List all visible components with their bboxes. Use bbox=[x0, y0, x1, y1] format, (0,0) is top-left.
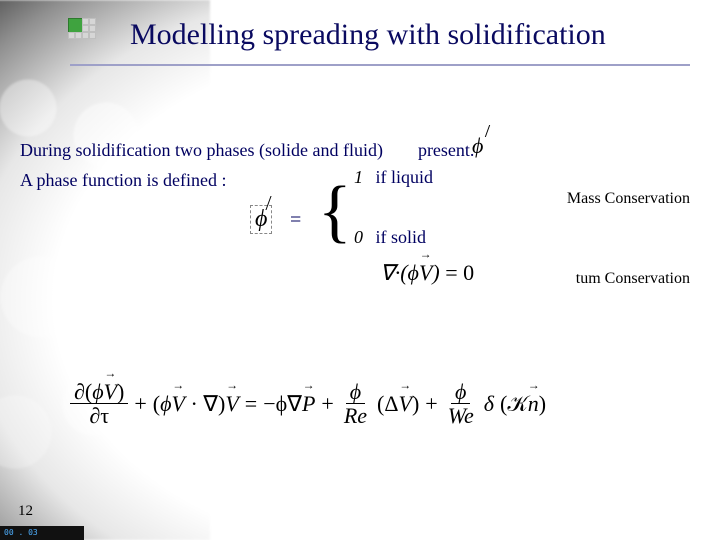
term-surface-coef: ϕ We bbox=[444, 380, 478, 427]
title-rule bbox=[70, 64, 690, 66]
case-solid-label: if solid bbox=[376, 227, 427, 247]
term-viscous-coef: ϕ Re bbox=[340, 380, 371, 427]
plus-1: + bbox=[134, 391, 146, 417]
footer-timestamp-bar: 00 . 03 bbox=[0, 526, 84, 540]
slide-header: Modelling spreading with solidification bbox=[0, 0, 720, 80]
plus-2: + bbox=[321, 391, 333, 417]
body-line-1-post: present. bbox=[418, 140, 474, 160]
phi-symbol-boxed: ϕ bbox=[250, 205, 272, 234]
slide-body: During solidification two phases (solide… bbox=[0, 80, 720, 540]
body-line-1: During solidification two phases (solide… bbox=[20, 140, 474, 161]
equation-momentum: ∂(ϕV) ∂τ + (ϕV · ∇)V = −ϕ∇P + ϕ Re (ΔV bbox=[70, 380, 690, 427]
body-line-2: A phase function is defined : bbox=[20, 170, 226, 191]
case-solid-value: 0 bbox=[354, 227, 363, 247]
page-number: 12 bbox=[18, 503, 33, 520]
equals-sign: = bbox=[290, 209, 301, 232]
caption-momentum-conservation-visible: tum Conservation bbox=[576, 270, 690, 288]
caption-mass-conservation: Mass Conservation bbox=[567, 190, 690, 208]
left-brace-icon: { bbox=[318, 177, 352, 247]
term-viscous: (ΔV) bbox=[377, 391, 419, 417]
delta-symbol: δ bbox=[484, 391, 494, 417]
equation-divergence: ∇·(ϕV) = 0 bbox=[380, 260, 474, 286]
slide: Modelling spreading with solidification … bbox=[0, 0, 720, 540]
slide-title: Modelling spreading with solidification bbox=[130, 18, 700, 52]
case-solid: 0 if solid bbox=[354, 227, 426, 248]
corner-accent-squares bbox=[68, 18, 96, 46]
term-surface: (𝒦n) bbox=[500, 391, 546, 417]
phi-inline-symbol: ϕ bbox=[472, 133, 483, 159]
term-convective: (ϕV · ∇)V bbox=[153, 391, 239, 417]
body-line-1-pre: During solidification two phases (solide… bbox=[20, 140, 383, 160]
case-liquid-value: 1 bbox=[354, 167, 363, 187]
term-time-derivative: ∂(ϕV) ∂τ bbox=[70, 380, 128, 427]
equals-main: = bbox=[245, 391, 257, 417]
plus-3: + bbox=[425, 391, 437, 417]
term-pressure: −ϕ∇P bbox=[263, 391, 315, 417]
case-liquid-label: if liquid bbox=[376, 167, 434, 187]
case-liquid: 1 if liquid bbox=[354, 167, 433, 188]
